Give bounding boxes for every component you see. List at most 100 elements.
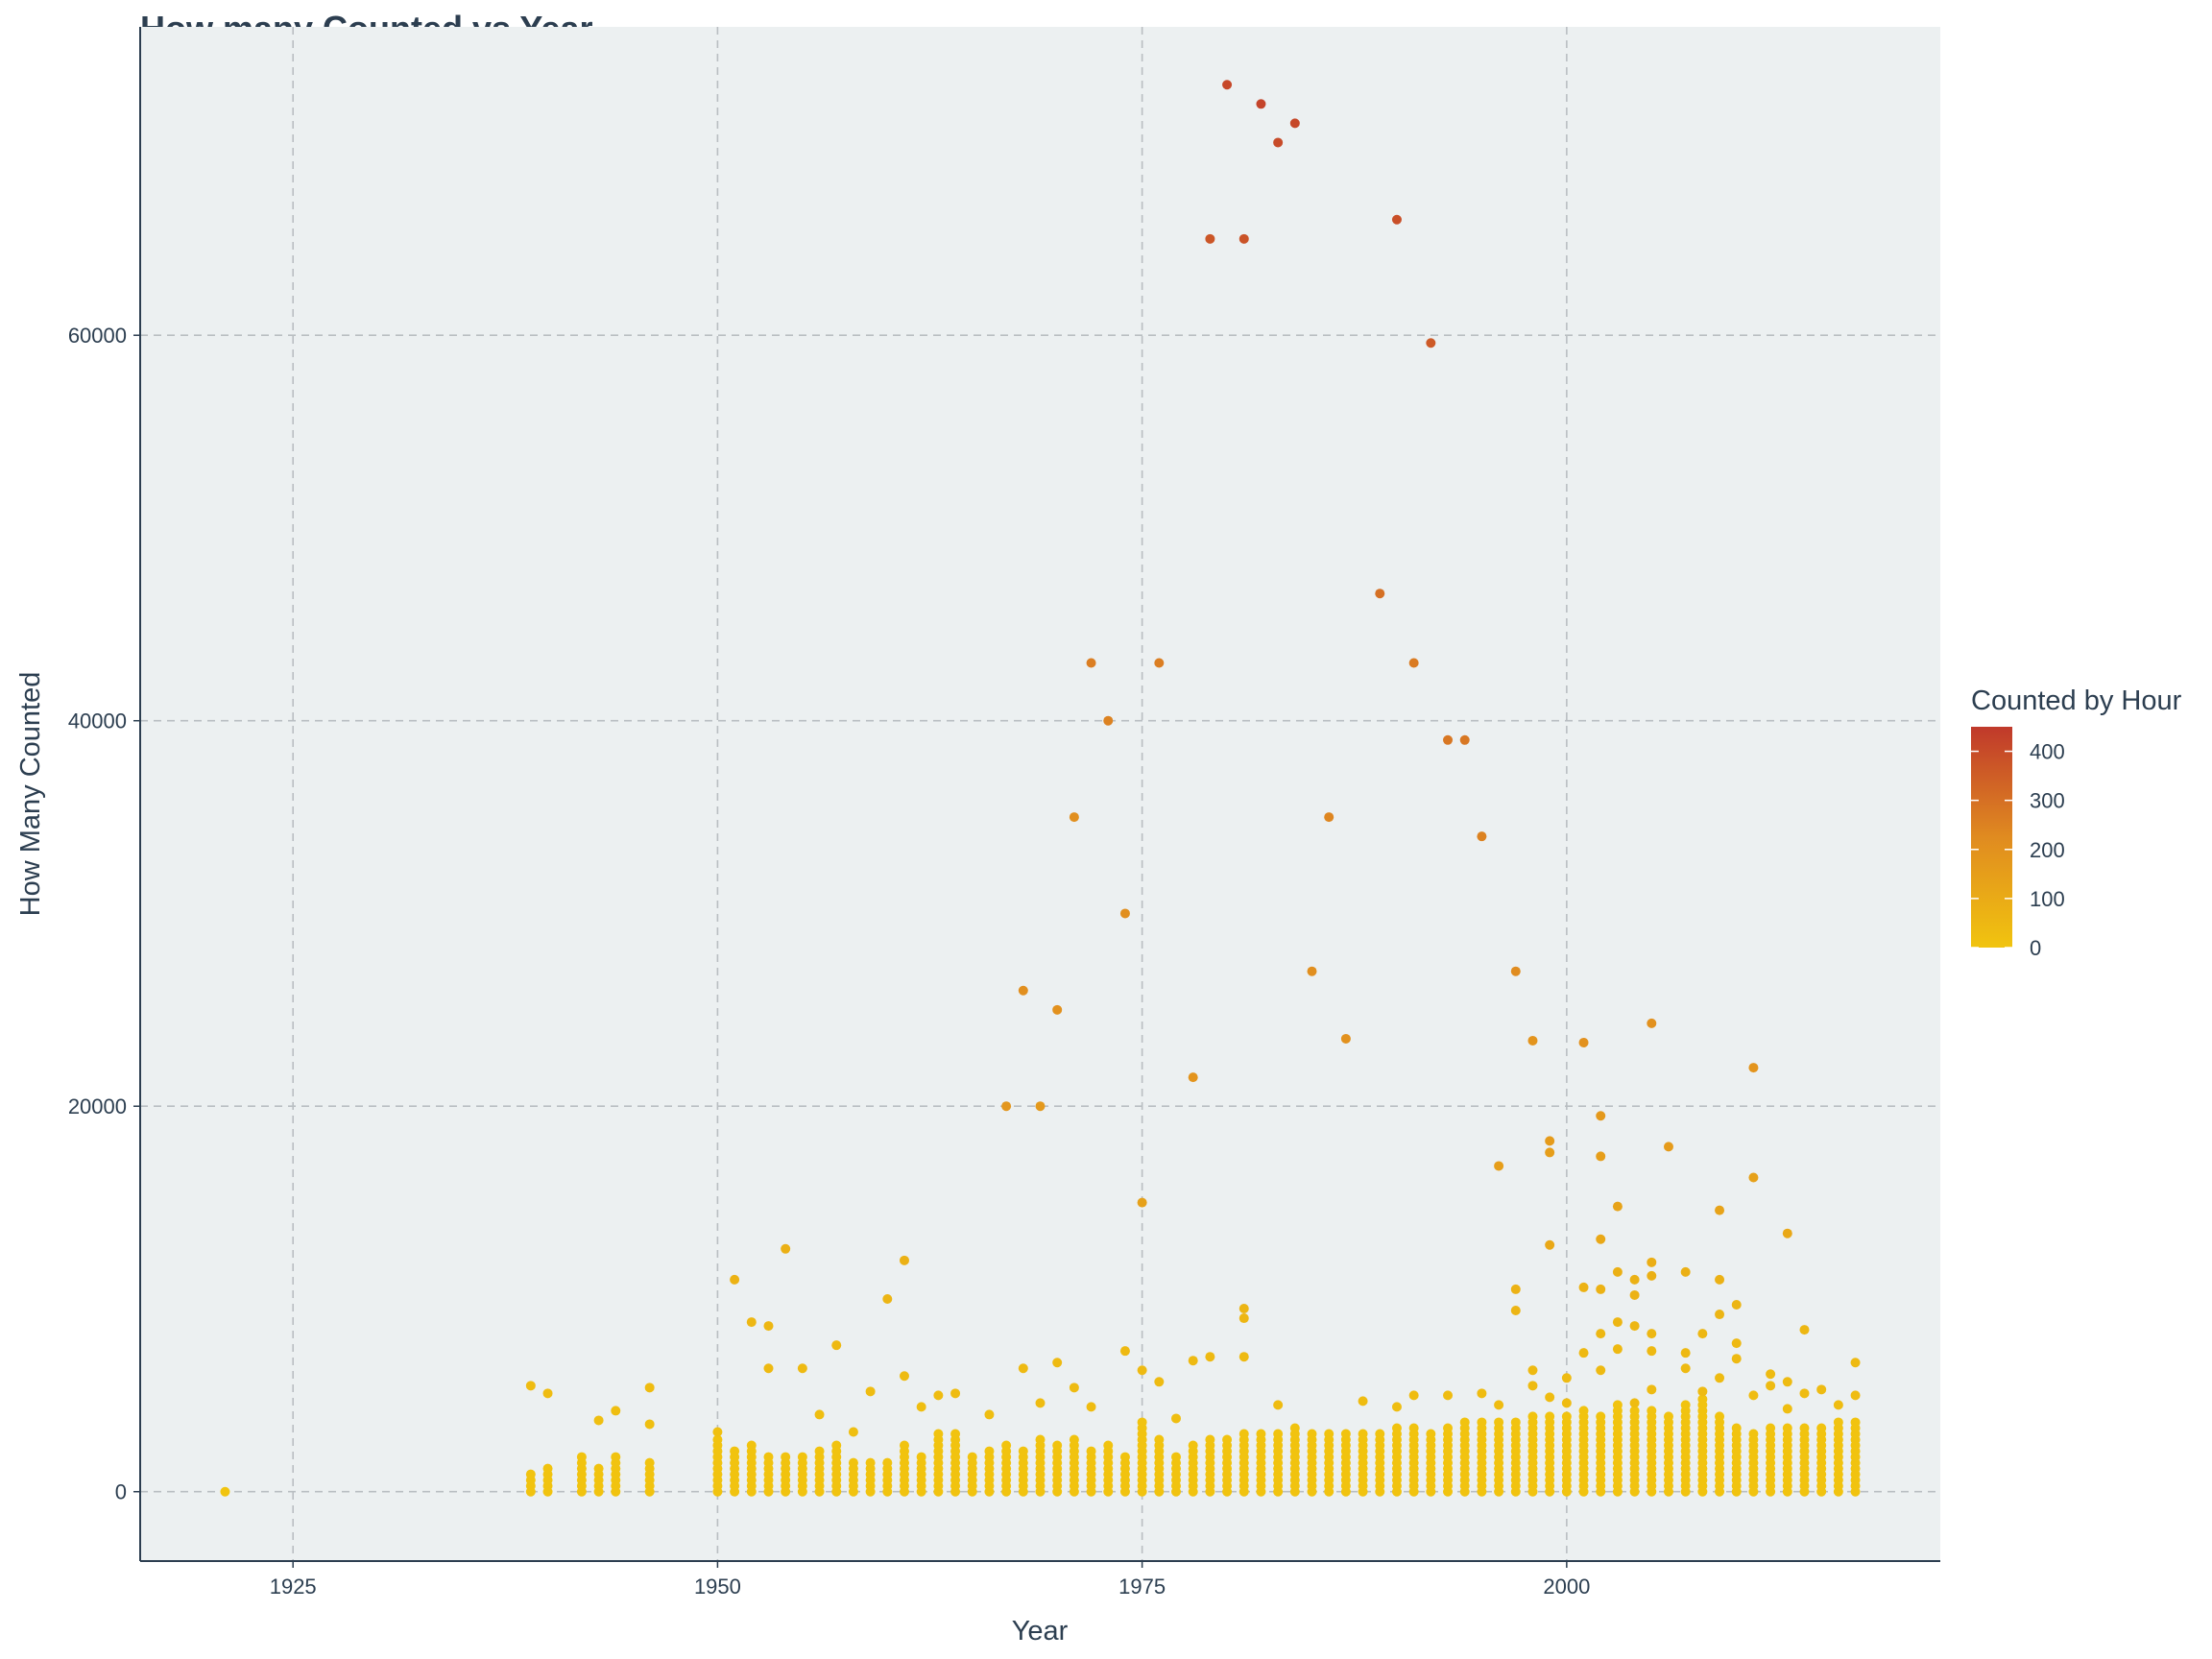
data-point [797,1363,807,1374]
data-point [1086,658,1096,668]
y-ticks: 0 20000 40000 60000 [68,324,140,1504]
data-point [1697,1394,1708,1405]
data-point [1238,1352,1249,1362]
data-point [1850,1417,1861,1428]
x-tick-label: 1950 [694,1575,741,1599]
data-point [1001,1101,1012,1112]
data-point [1545,1239,1555,1250]
legend-tick-label: 0 [2030,936,2041,960]
data-point [1307,1429,1317,1439]
legend-title: Counted by Hour [1971,685,2182,716]
y-tick-label: 0 [115,1480,127,1504]
data-point [1443,734,1454,745]
legend-tick-label: 100 [2030,887,2065,911]
data-point [1035,1398,1046,1408]
data-point [967,1452,977,1462]
data-point [1680,1400,1691,1410]
data-point [1561,1398,1572,1408]
legend-colorbar [1971,727,2012,948]
data-point [1069,1434,1079,1445]
data-point [1443,1390,1454,1401]
data-point [1408,1390,1419,1401]
data-point [1527,1365,1538,1376]
data-point [593,1415,604,1426]
data-point [1782,1377,1792,1387]
plot-panel [140,27,1940,1561]
y-tick-label: 60000 [68,324,127,348]
data-point [730,1446,740,1456]
data-point [1477,831,1487,842]
data-point [1629,1289,1640,1300]
legend-tick-label: 300 [2030,789,2065,813]
data-point [1782,1404,1792,1414]
data-point [644,1457,655,1468]
data-point [1715,1310,1725,1320]
data-point [1527,1035,1538,1046]
data-point [1731,1338,1742,1349]
data-point [1545,1136,1555,1146]
dense-points [525,1394,1861,1497]
data-point [1137,1365,1147,1376]
data-point [1680,1266,1691,1277]
data-point [1578,1037,1589,1047]
data-point [950,1429,961,1439]
data-point [781,1243,791,1254]
data-point [1289,1423,1300,1433]
data-point [763,1452,774,1462]
data-points [220,80,1861,1497]
data-point [1459,1417,1470,1428]
data-point [1578,1282,1589,1292]
data-point [1324,1429,1334,1439]
x-tick-label: 1925 [270,1575,317,1599]
data-point [1612,1317,1623,1328]
data-point [1850,1358,1861,1368]
data-point [1494,1400,1504,1410]
data-point [814,1409,825,1420]
y-tick-label: 20000 [68,1094,127,1118]
data-point [1782,1423,1792,1433]
data-point [644,1419,655,1430]
data-point [916,1402,926,1412]
data-point [730,1274,740,1285]
data-point [831,1440,842,1451]
data-point [1273,137,1284,148]
data-point [1494,1161,1504,1171]
data-point [797,1452,807,1462]
data-point [882,1293,893,1304]
data-point [1035,1434,1046,1445]
data-point [1596,1151,1606,1162]
data-point [1850,1390,1861,1401]
data-point [1205,1352,1215,1362]
data-point [220,1486,230,1497]
data-point [865,1457,876,1468]
data-point [1833,1417,1843,1428]
data-point [1816,1423,1827,1433]
data-point [1340,1429,1351,1439]
data-point [1188,1356,1198,1366]
data-point [1612,1266,1623,1277]
data-point [1426,338,1436,349]
data-point [1459,734,1470,745]
data-point [542,1463,553,1474]
data-point [933,1429,944,1439]
data-point [1408,1423,1419,1433]
data-point [712,1434,723,1445]
data-point [1647,1257,1657,1267]
data-point [1766,1381,1776,1391]
data-point [1171,1452,1182,1462]
data-point [899,1255,909,1265]
data-point [1001,1440,1012,1451]
data-point [1052,1358,1063,1368]
data-point [1545,1147,1555,1158]
data-point [1273,1429,1284,1439]
data-point [1188,1440,1198,1451]
data-point [1782,1228,1792,1238]
data-point [1731,1354,1742,1364]
data-point [1596,1284,1606,1294]
y-gridlines [140,334,1940,1493]
data-point [1510,1284,1521,1294]
x-tick-label: 1975 [1118,1575,1166,1599]
data-point [1596,1411,1606,1422]
data-point [1612,1201,1623,1212]
